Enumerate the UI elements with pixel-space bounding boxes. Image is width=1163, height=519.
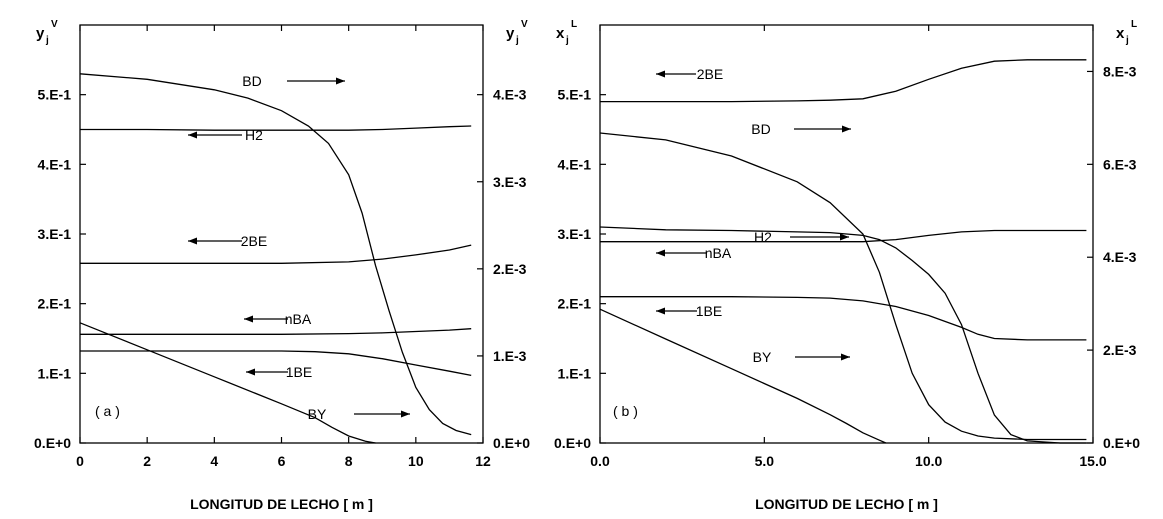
series-arrow-head-left [656, 307, 665, 315]
series-label-2be: 2BE [241, 233, 267, 249]
y-right-tick-label: 4.E-3 [493, 87, 527, 103]
series-label-bd: BD [242, 73, 261, 89]
y-axis-symbol: x [1116, 25, 1125, 42]
x-axis-title: LONGITUD DE LECHO [ m ] [755, 496, 938, 512]
series-label-h2: H2 [245, 127, 263, 143]
series-arrow-head-left [656, 249, 665, 257]
y-left-tick-label: 3.E-1 [558, 226, 592, 242]
series-line-nba [80, 328, 472, 335]
series-label-h2: H2 [754, 229, 772, 245]
series-line-2be [80, 244, 472, 264]
y-axis-symbol: y [36, 25, 45, 42]
panel-label: ( b ) [613, 403, 638, 419]
y-axis-superscript: L [571, 19, 577, 30]
y-right-axis-title: y jV [506, 19, 528, 46]
y-right-tick-label: 1.E-3 [493, 348, 527, 364]
series-label-nba: nBA [285, 311, 312, 327]
y-right-axis-title: x jL [1116, 19, 1137, 46]
x-tick-label: 6 [278, 453, 286, 469]
x-tick-label: 0.0 [590, 453, 610, 469]
y-axis-subscript: j [565, 35, 569, 46]
series-line-nba [600, 229, 1087, 243]
y-axis-symbol: x [556, 25, 565, 42]
series-arrow-head-right [842, 125, 851, 133]
y-axis-symbol: y [506, 25, 515, 42]
y-right-tick-label: 0.E+0 [1103, 435, 1140, 451]
x-tick-label: 10.0 [915, 453, 942, 469]
y-left-tick-label: 5.E-1 [38, 87, 72, 103]
y-right-tick-label: 2.E-3 [493, 261, 527, 277]
y-left-tick-label: 4.E-1 [38, 156, 72, 172]
series-label-1be: 1BE [696, 303, 722, 319]
series-label-bd: BD [751, 121, 770, 137]
x-tick-label: 4 [210, 453, 218, 469]
series-arrow-head-left [244, 315, 253, 323]
series-arrow-head-left [188, 131, 197, 139]
series-line-1be [80, 350, 472, 377]
series-line-bd [599, 132, 1087, 441]
y-axis-subscript: j [1125, 35, 1129, 46]
y-axis-superscript: V [51, 19, 58, 30]
series-label-by: BY [308, 406, 327, 422]
x-axis-title: LONGITUD DE LECHO [ m ] [190, 496, 373, 512]
series-arrow-head-right [401, 410, 410, 418]
y-axis-superscript: L [1131, 19, 1137, 30]
y-axis-subscript: j [45, 35, 49, 46]
y-left-tick-label: 2.E-1 [558, 296, 592, 312]
y-axis-subscript: j [515, 35, 519, 46]
series-arrow-head-left [246, 368, 255, 376]
series-arrow-head-left [656, 70, 665, 78]
series-arrow-head-right [841, 353, 850, 361]
series-line-1be [600, 296, 1087, 341]
y-left-tick-label: 0.E+0 [34, 435, 71, 451]
series-line-by [79, 322, 376, 444]
series-arrow-head-right [336, 77, 345, 85]
series-label-2be: 2BE [697, 66, 723, 82]
x-tick-label: 2 [143, 453, 151, 469]
y-left-tick-label: 4.E-1 [558, 156, 592, 172]
y-right-tick-label: 6.E-3 [1103, 156, 1137, 172]
x-tick-label: 12 [475, 453, 491, 469]
series-line-h2 [80, 125, 472, 131]
series-arrow-head-right [840, 233, 849, 241]
y-axis-superscript: V [521, 19, 528, 30]
y-right-tick-label: 8.E-3 [1103, 63, 1137, 79]
y-left-tick-label: 0.E+0 [554, 435, 591, 451]
y-left-tick-label: 2.E-1 [38, 296, 72, 312]
y-left-tick-label: 1.E-1 [38, 365, 72, 381]
series-line-by [599, 308, 887, 444]
x-tick-label: 10 [408, 453, 424, 469]
y-left-tick-label: 3.E-1 [38, 226, 72, 242]
y-right-tick-label: 3.E-3 [493, 174, 527, 190]
x-tick-label: 15.0 [1079, 453, 1106, 469]
panel-label: ( a ) [95, 403, 120, 419]
series-line-h2 [599, 226, 1087, 444]
y-left-axis-title: x jL [556, 19, 577, 46]
y-right-tick-label: 4.E-3 [1103, 249, 1137, 265]
y-left-tick-label: 5.E-1 [558, 87, 592, 103]
chart-panel-a: 0 2 4 6 8 10 120.E+01.E-12.E-13.E-14.E-15.E-10… [34, 19, 530, 512]
series-label-nba: nBA [705, 245, 732, 261]
chart-panel-b: 0.0 5.0 10.0 15.0 0.E+0 1.E-1 2.E-1 3.E-1 4.E-1 5… [554, 19, 1140, 512]
series-label-1be: 1BE [286, 364, 312, 380]
series-line-2be [600, 59, 1087, 103]
series-line-bd [79, 73, 472, 436]
y-right-tick-label: 0.E+0 [493, 435, 530, 451]
x-tick-label: 5.0 [755, 453, 775, 469]
x-tick-label: 0 [76, 453, 84, 469]
x-tick-label: 8 [345, 453, 353, 469]
plot-frame [79, 24, 484, 444]
y-left-tick-label: 1.E-1 [558, 365, 592, 381]
series-arrow-head-left [188, 237, 197, 245]
series-label-by: BY [753, 349, 772, 365]
y-left-axis-title: y jV [36, 19, 58, 46]
y-right-tick-label: 2.E-3 [1103, 342, 1137, 358]
